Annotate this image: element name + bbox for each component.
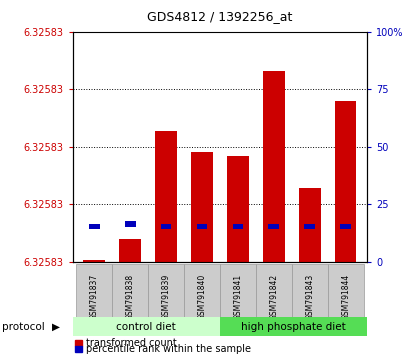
Bar (155, 131, 177, 262)
Text: GSM791838: GSM791838 (126, 273, 134, 320)
Bar (112, 264, 148, 329)
Text: protocol: protocol (2, 321, 45, 332)
Text: GSM791839: GSM791839 (161, 273, 171, 320)
Text: control diet: control diet (117, 321, 176, 332)
Bar (292, 264, 328, 329)
Text: GDS4812 / 1392256_at: GDS4812 / 1392256_at (147, 10, 293, 23)
Bar (299, 188, 320, 262)
Bar (184, 264, 220, 329)
Text: GSM791844: GSM791844 (341, 273, 350, 320)
Bar (220, 317, 367, 336)
Bar (73, 317, 220, 336)
Bar (269, 224, 279, 229)
Bar (83, 260, 105, 262)
Bar (120, 239, 141, 262)
Bar (220, 264, 256, 329)
Bar (232, 224, 243, 229)
Bar (340, 224, 351, 229)
Bar (263, 71, 285, 262)
Text: percentile rank within the sample: percentile rank within the sample (86, 344, 251, 354)
Bar (335, 101, 356, 262)
Text: GSM791842: GSM791842 (269, 273, 278, 320)
Text: GSM791837: GSM791837 (90, 273, 99, 320)
Bar (227, 156, 249, 262)
Text: GSM791840: GSM791840 (198, 273, 207, 320)
Bar (89, 224, 100, 229)
Bar (76, 264, 112, 329)
Text: GSM791843: GSM791843 (305, 273, 314, 320)
Bar (304, 224, 315, 229)
Bar (191, 152, 213, 262)
Text: transformed count: transformed count (86, 338, 177, 348)
Bar (256, 264, 292, 329)
Text: high phosphate diet: high phosphate diet (241, 321, 346, 332)
Bar (125, 222, 136, 227)
Bar (197, 224, 208, 229)
Bar (161, 224, 171, 229)
Text: GSM791841: GSM791841 (233, 273, 242, 320)
Text: ▶: ▶ (52, 321, 60, 332)
Bar (148, 264, 184, 329)
Bar (328, 264, 364, 329)
